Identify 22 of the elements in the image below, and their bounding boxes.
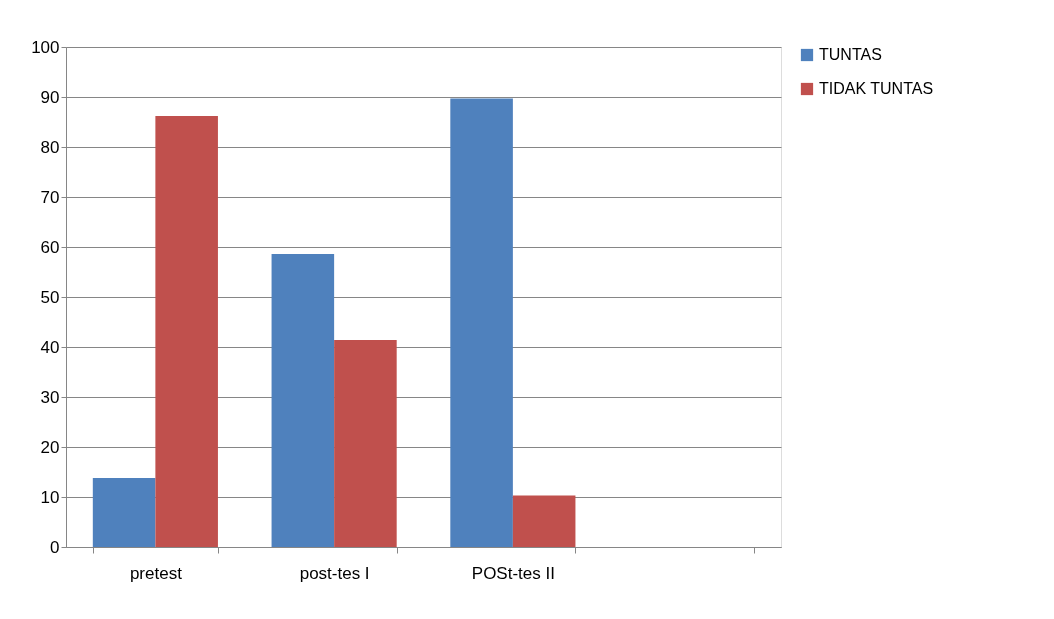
y-tick-label: 30	[40, 387, 60, 407]
y-tick-label: 80	[40, 137, 60, 157]
y-tick-label: 10	[40, 487, 60, 507]
legend-label: TIDAK TUNTAS	[819, 80, 934, 97]
bar	[450, 98, 513, 547]
y-tick-label: 70	[40, 187, 60, 207]
bar	[334, 340, 397, 547]
x-tick-label: POSt-tes II	[471, 563, 555, 583]
y-tick-label: 90	[40, 87, 60, 107]
y-tick-label: 60	[40, 237, 60, 257]
y-tick-label: 40	[40, 337, 60, 357]
bar	[92, 478, 156, 547]
bar	[512, 495, 576, 547]
x-tick-label: post-tes I	[299, 563, 370, 583]
y-tick-label: 0	[50, 537, 60, 557]
y-tick-label: 20	[40, 437, 60, 457]
bar	[271, 254, 335, 547]
x-tick-label: pretest	[129, 563, 183, 583]
y-tick-label: 100	[31, 37, 60, 57]
bar	[155, 116, 218, 547]
y-tick-label: 50	[40, 287, 60, 307]
legend-label: TUNTAS	[819, 46, 882, 63]
